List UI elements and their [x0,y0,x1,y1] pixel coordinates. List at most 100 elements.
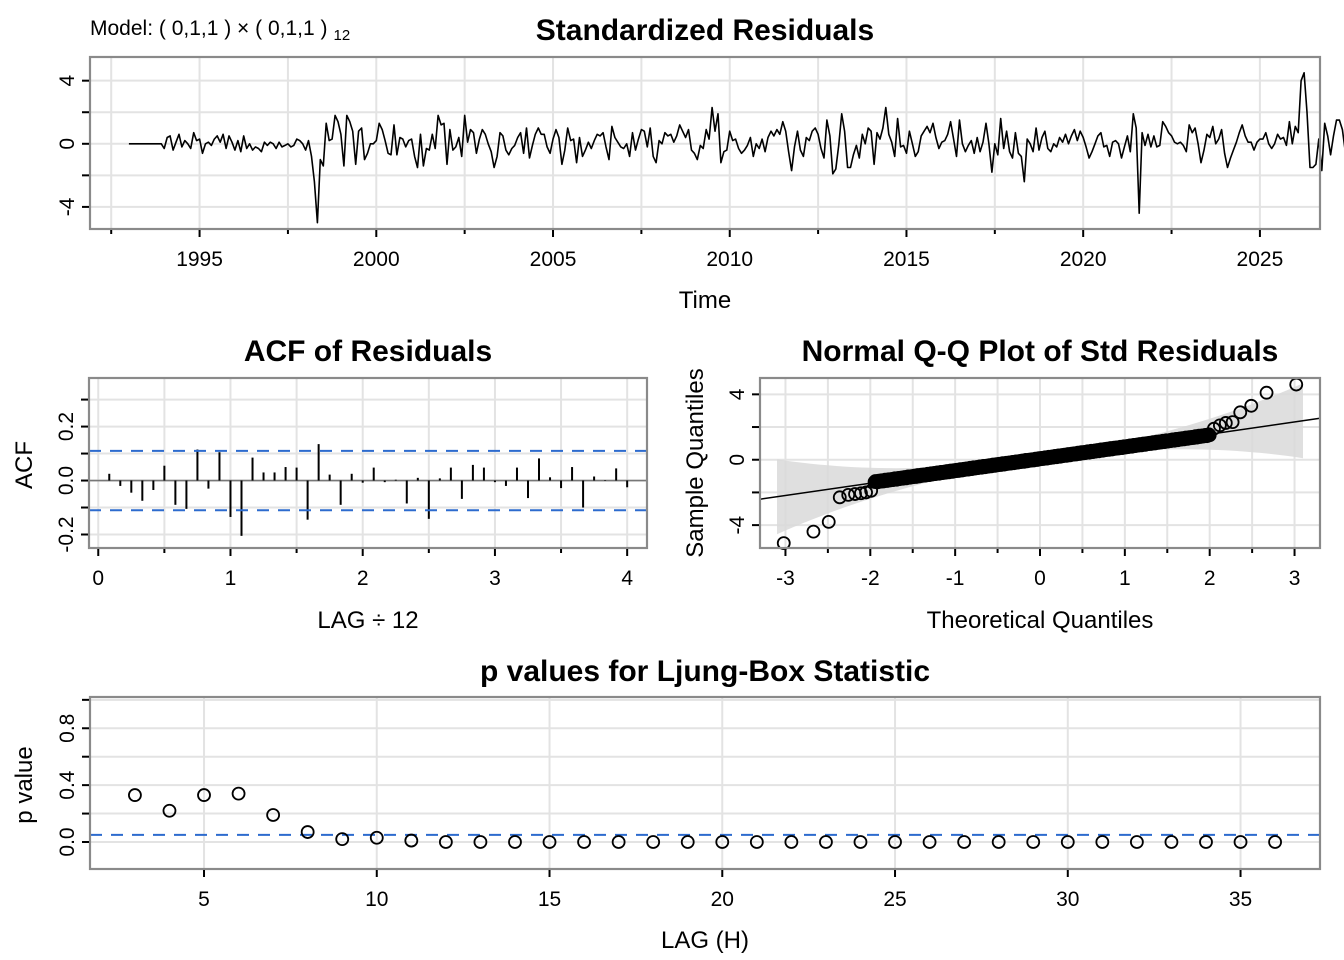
ljung-box-point [300,825,315,839]
acf-axes: 0 1 2 3 4 0.2 0.0 -0.2 [55,398,633,590]
ljung-box-axes: 5 10 15 20 25 30 35 0.0 0.4 0.8 [56,698,1252,911]
ljung-box-point [473,835,488,849]
x-tick-label: 10 [365,888,388,911]
x-tick-label: -3 [776,567,795,590]
ljung-box-point [1026,835,1041,849]
std-residuals-panel: Standardized Residuals 1995 2000 2005 2010 2… [56,14,1344,314]
ljung-box-point [404,833,419,848]
ljung-box-point [611,835,626,849]
ljung-box-point [266,808,281,822]
x-tick-label: 35 [1229,888,1252,911]
acf-ylabel: ACF [11,441,38,489]
ljung-box-point [1129,835,1144,849]
qq-point [832,490,847,505]
ljung-box-point [819,835,833,849]
ljung-box-title: p values for Ljung-Box Statistic [480,655,930,688]
y-tick-label: 4 [56,75,79,87]
y-tick-label: 0.4 [56,770,79,800]
ljung-box-point [991,835,1006,849]
qq-marks [759,377,1321,550]
acf-marks [89,444,647,536]
ljung-box-marks [90,786,1320,849]
x-tick-label: 2 [357,567,369,590]
acf-xlabel: LAG ÷ 12 [317,607,418,634]
x-tick-label: 30 [1056,888,1079,911]
std-residuals-xlabel: Time [679,287,731,314]
residual-series-line [128,72,1344,224]
ljung-box-point [577,835,591,849]
x-tick-label: 1995 [176,248,223,271]
ljung-box-point [1164,835,1179,849]
qq-point [1259,385,1274,400]
ljung-box-point [231,786,246,801]
x-tick-label: 4 [621,567,633,590]
x-tick-label: 15 [538,888,561,911]
x-tick-label: 0 [92,567,104,590]
qq-point [864,483,879,498]
qq-frame [758,376,1322,550]
ljung-box-point [128,788,142,802]
y-tick-label: 0 [726,454,749,466]
qq-point [1212,418,1227,433]
x-tick-label: 0 [1034,567,1046,590]
ljung-box-point [715,835,730,849]
qq-point [854,486,868,501]
x-tick-label: 3 [489,567,501,590]
x-tick-label: -2 [861,567,880,590]
qq-axes: -3 -2 -1 0 1 2 3 4 0 -4 [726,388,1300,590]
y-tick-label: 0.2 [55,412,78,441]
ljung-box-grid [90,697,1320,869]
ljung-box-xlabel: LAG (H) [661,927,749,954]
ljung-box-point [508,835,522,849]
x-tick-label: 2000 [353,248,400,271]
acf-title: ACF of Residuals [244,335,492,368]
ljung-box-point [888,835,902,849]
x-tick-label: 2005 [530,248,577,271]
std-residuals-axes: 1995 2000 2005 2010 2015 2020 2025 4 0 -4 [56,75,1283,271]
x-tick-label: 2025 [1237,248,1284,271]
std-residuals-marks [128,72,1344,224]
ljung-box-point [542,835,557,849]
qq-point [1218,416,1233,430]
ljung-box-point [1268,835,1282,849]
std-residuals-grid [90,57,1320,229]
y-tick-label: 0.0 [56,827,79,856]
ljung-box-point [438,835,453,849]
y-tick-label: -0.2 [55,516,78,552]
x-tick-label: -1 [946,567,965,590]
ljung-box-point [853,835,868,849]
qq-point [1233,405,1248,420]
x-tick-label: 2015 [883,248,930,271]
qq-ylabel: Sample Quantiles [682,368,709,557]
ljung-box-point [680,835,695,849]
ljung-box-point [162,803,177,818]
std-residuals-title: Standardized Residuals [536,14,874,47]
y-tick-label: 0.8 [56,714,79,743]
ljung-box-point [1095,835,1110,849]
x-tick-label: 20 [711,888,734,911]
qq-point [1225,415,1240,430]
qq-title: Normal Q-Q Plot of Std Residuals [802,335,1279,368]
x-tick-label: 2010 [706,248,753,271]
qq-point [821,514,836,529]
acf-grid [89,378,647,548]
qq-point [1244,398,1259,413]
ljung-box-point [369,830,384,845]
acf-frame [87,376,649,550]
ljung-box-point [197,788,211,802]
qq-point [806,524,821,539]
y-tick-label: 4 [726,388,749,400]
ljung-box-point [1060,835,1075,849]
ljung-box-frame [88,695,1322,871]
y-tick-label: 0.0 [55,466,78,495]
ljung-box-panel: p values for Ljung-Box Statistic 5 10 15 20… [11,655,1322,954]
x-tick-label: 5 [198,888,210,911]
x-tick-label: 1 [1119,567,1131,590]
ljung-box-point [646,835,661,849]
ljung-box-point [784,835,799,849]
model-label: Model: ( 0,1,1 ) × ( 0,1,1 ) 12 [90,17,350,44]
ljung-box-point [922,835,937,849]
y-tick-label: 0 [56,138,79,150]
x-tick-label: 2020 [1060,248,1107,271]
